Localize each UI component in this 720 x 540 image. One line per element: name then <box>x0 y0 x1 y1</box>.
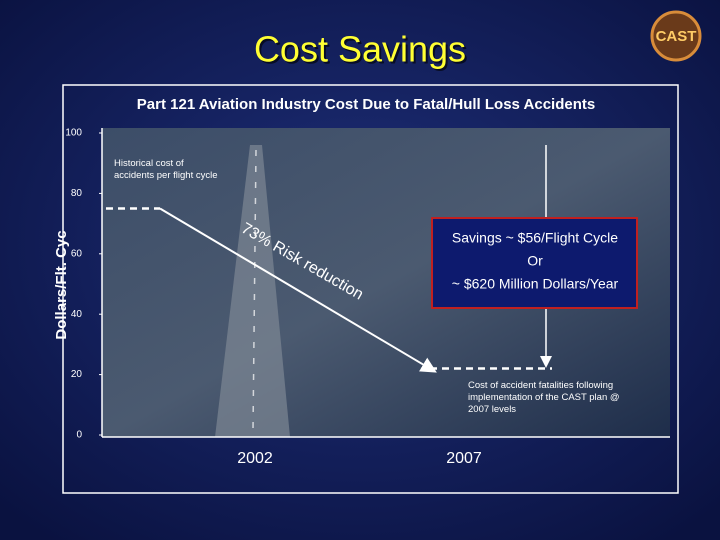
runway <box>215 145 290 437</box>
logo: CAST <box>656 28 697 45</box>
savings-text: ~ $620 Million Dollars/Year <box>452 276 619 292</box>
slide-title: Cost Savings <box>254 29 466 70</box>
future-note: Cost of accident fatalities following im… <box>468 380 620 415</box>
y-tick-label: 60 <box>71 248 83 259</box>
savings-text: Savings ~ $56/Flight Cycle <box>452 230 618 246</box>
chart-title: Part 121 Aviation Industry Cost Due to F… <box>137 96 595 113</box>
savings-box <box>431 217 638 309</box>
logo-badge <box>650 10 702 62</box>
reduction-line <box>159 207 437 373</box>
y-axis-label: Dollars/Flt. Cyc <box>53 230 70 339</box>
y-tick-label: 0 <box>76 430 82 441</box>
y-tick-label: 80 <box>71 188 83 199</box>
y-tick-label: 20 <box>71 369 83 380</box>
x-tick-label: 2002 <box>237 450 273 467</box>
chart-frame <box>62 84 679 494</box>
x-tick-label: 2007 <box>446 450 482 467</box>
y-tick-label: 100 <box>65 128 82 139</box>
historical-note-box: Historical cost of accidents per flight … <box>114 158 218 181</box>
title-shadow: Cost Savings <box>256 31 468 72</box>
historical-note: Historical cost of accidents per flight … <box>114 158 218 181</box>
savings-text: Or <box>527 253 543 269</box>
y-tick-label: 40 <box>71 309 83 320</box>
future-note-box: Cost of accident fatalities following im… <box>468 380 620 415</box>
